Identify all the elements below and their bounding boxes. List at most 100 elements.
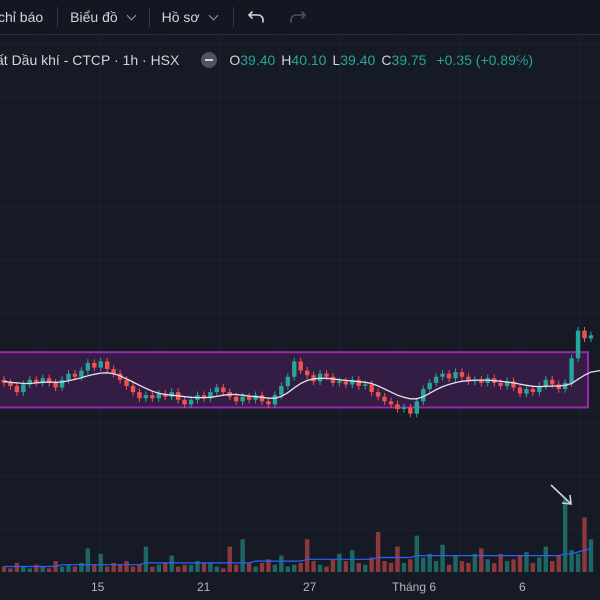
volume-moving-average	[4, 547, 592, 568]
candle	[98, 357, 103, 372]
volume-bar	[227, 546, 232, 572]
chevron-down-icon	[126, 10, 137, 20]
volume-bar	[253, 566, 258, 572]
candle	[459, 368, 465, 381]
redo-icon	[289, 11, 306, 23]
volume-bar	[517, 555, 523, 572]
undo-button[interactable]	[247, 0, 266, 34]
volume-bar	[550, 561, 555, 572]
x-axis-label: 27	[303, 580, 317, 594]
candle	[214, 383, 220, 396]
candle	[401, 403, 407, 413]
volume-bar	[401, 562, 407, 572]
volume-bar	[79, 562, 84, 572]
candle	[556, 380, 561, 393]
candle	[317, 369, 323, 386]
volume-bar	[459, 561, 465, 572]
minus-icon[interactable]	[201, 52, 218, 68]
symbol-title[interactable]: ất Dầu khí - CTCP · 1h · HSX	[0, 52, 180, 68]
redo-button[interactable]	[288, 0, 306, 34]
candle	[92, 359, 97, 372]
volume-bar	[1, 566, 7, 572]
volume-bar	[472, 553, 478, 572]
candle	[433, 373, 439, 387]
chart-menu-button[interactable]: Biểu đồ	[70, 0, 137, 34]
volume-bar	[504, 561, 510, 572]
candle	[14, 382, 20, 396]
candle	[588, 331, 594, 343]
candle	[511, 377, 516, 392]
volume-bar	[311, 561, 316, 572]
volume-bar	[117, 564, 123, 572]
volume-bar	[343, 561, 349, 572]
candle	[575, 327, 581, 363]
profile-menu-button[interactable]: Hồ sơ	[162, 0, 219, 34]
volume-bar	[188, 564, 194, 572]
volume-bar	[440, 544, 445, 572]
volume-bar	[92, 564, 97, 572]
indicators-button[interactable]: chỉ báo	[0, 0, 43, 34]
price-chart[interactable]	[0, 34, 600, 578]
candle	[453, 368, 458, 382]
candle	[569, 354, 574, 387]
volume-bar	[156, 564, 161, 572]
candle	[440, 369, 445, 381]
volume-bar	[363, 564, 368, 572]
volume-bar	[408, 559, 413, 572]
candle	[530, 385, 536, 396]
top-toolbar: chỉ báo Biểu đồ Hồ sơ	[0, 0, 600, 35]
volume-bar	[34, 564, 39, 572]
volume-bar	[111, 562, 116, 572]
volume-bars	[1, 499, 594, 572]
candle	[163, 389, 168, 401]
volume-bar	[427, 553, 432, 572]
high-label: H	[281, 52, 292, 68]
candle	[34, 376, 39, 387]
candles	[1, 327, 594, 418]
volume-bar	[485, 559, 490, 572]
volume-bar	[569, 550, 574, 572]
volume-bar	[492, 562, 497, 572]
high-value: 40.10	[291, 52, 327, 68]
moving-average-line	[3, 369, 600, 400]
volume-bar	[143, 546, 149, 572]
candle	[543, 376, 548, 390]
volume-bar	[266, 559, 271, 572]
volume-bar	[446, 564, 452, 572]
candle	[246, 393, 252, 404]
volume-bar	[317, 564, 323, 572]
x-axis-label: 15	[91, 580, 105, 594]
volume-bar	[575, 553, 581, 572]
candle	[137, 388, 142, 402]
chevron-down-icon	[208, 10, 219, 20]
toolbar-divider	[148, 7, 150, 27]
chart-grid	[0, 34, 600, 578]
volume-bar	[137, 564, 142, 572]
x-axis-label: 21	[197, 580, 211, 594]
undo-icon	[247, 11, 264, 23]
volume-bar	[240, 539, 245, 572]
x-axis-label: Tháng 6	[392, 580, 437, 594]
volume-bar	[182, 564, 187, 572]
change-value: +0.35 (+0.89%)	[436, 52, 533, 68]
candle	[427, 379, 432, 393]
candle	[466, 373, 471, 386]
volume-bar	[279, 555, 284, 572]
volume-bar	[369, 557, 374, 572]
candle	[479, 376, 484, 387]
volume-bar	[588, 539, 594, 572]
volume-bar	[537, 557, 542, 572]
volume-bar	[124, 561, 129, 572]
candle	[27, 376, 32, 389]
arrow-down-right-icon	[550, 484, 572, 505]
volume-bar	[466, 562, 471, 572]
volume-bar	[382, 561, 387, 572]
volume-bar	[511, 559, 516, 572]
volume-bar	[163, 562, 168, 572]
volume-bar	[304, 539, 310, 572]
volume-bar	[498, 553, 503, 572]
volume-bar	[582, 517, 587, 572]
candle	[143, 391, 149, 402]
volume-bar	[414, 535, 419, 572]
volume-bar	[8, 568, 13, 572]
